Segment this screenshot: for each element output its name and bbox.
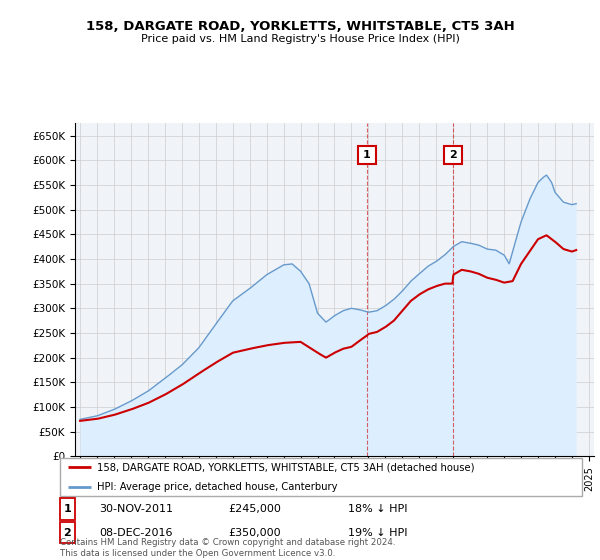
Text: 2: 2 — [64, 528, 71, 538]
Text: HPI: Average price, detached house, Canterbury: HPI: Average price, detached house, Cant… — [97, 482, 337, 492]
Text: £245,000: £245,000 — [228, 504, 281, 514]
Text: 1: 1 — [363, 150, 371, 160]
FancyBboxPatch shape — [60, 458, 582, 496]
Text: 158, DARGATE ROAD, YORKLETTS, WHITSTABLE, CT5 3AH (detached house): 158, DARGATE ROAD, YORKLETTS, WHITSTABLE… — [97, 462, 474, 472]
Text: 2: 2 — [449, 150, 457, 160]
Text: 1: 1 — [64, 504, 71, 514]
Text: 158, DARGATE ROAD, YORKLETTS, WHITSTABLE, CT5 3AH: 158, DARGATE ROAD, YORKLETTS, WHITSTABLE… — [86, 20, 514, 32]
Text: 18% ↓ HPI: 18% ↓ HPI — [348, 504, 407, 514]
Text: Contains HM Land Registry data © Crown copyright and database right 2024.
This d: Contains HM Land Registry data © Crown c… — [60, 538, 395, 558]
Text: 19% ↓ HPI: 19% ↓ HPI — [348, 528, 407, 538]
Text: £350,000: £350,000 — [228, 528, 281, 538]
Text: Price paid vs. HM Land Registry's House Price Index (HPI): Price paid vs. HM Land Registry's House … — [140, 34, 460, 44]
Text: 30-NOV-2011: 30-NOV-2011 — [99, 504, 173, 514]
Text: 08-DEC-2016: 08-DEC-2016 — [99, 528, 173, 538]
